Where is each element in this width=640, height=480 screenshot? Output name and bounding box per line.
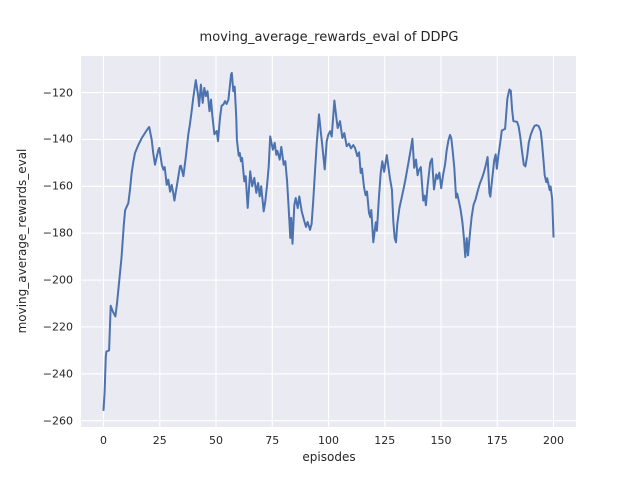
x-tick-label: 25 [152, 434, 167, 447]
y-tick-label: −260 [42, 414, 73, 428]
y-tick-label: −140 [42, 132, 73, 146]
y-tick-label: −240 [42, 367, 73, 381]
x-tick-label: 50 [209, 434, 223, 447]
x-tick-label: 125 [374, 434, 396, 447]
line-chart [81, 56, 576, 427]
x-axis-label: episodes [302, 450, 356, 464]
x-tick-label: 0 [100, 434, 107, 447]
y-axis-label: moving_average_rewards_eval [15, 148, 29, 334]
x-tick-label: 200 [543, 434, 564, 447]
y-tick-label: −220 [42, 320, 73, 334]
y-tick-label: −180 [42, 226, 73, 240]
y-tick-label: −160 [42, 179, 73, 193]
x-tick-label: 175 [486, 434, 508, 447]
y-tick-label: −120 [42, 86, 73, 100]
reward-line [102, 71, 555, 412]
chart-title: moving_average_rewards_eval of DDPG [199, 30, 459, 45]
x-tick-label: 100 [318, 434, 339, 447]
plot-area [81, 56, 576, 427]
x-tick-label: 150 [430, 434, 452, 447]
x-tick-label: 75 [265, 434, 280, 447]
y-tick-label: −200 [42, 273, 73, 287]
